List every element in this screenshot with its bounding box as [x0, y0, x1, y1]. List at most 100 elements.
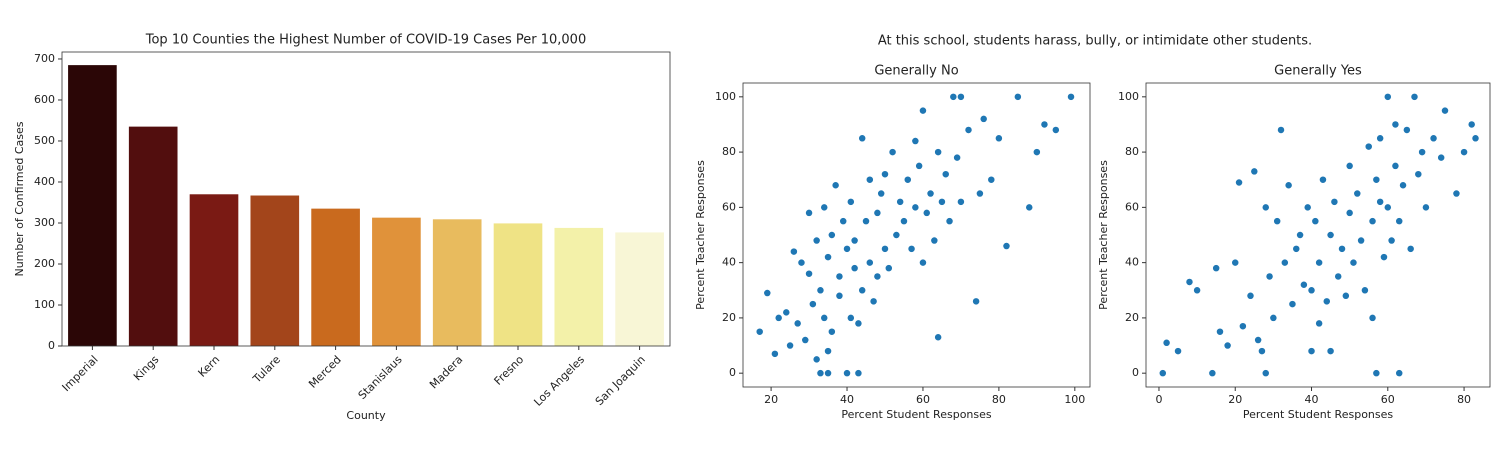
- point: [1429, 134, 1438, 143]
- point: [1032, 148, 1041, 157]
- point: [900, 217, 908, 226]
- point: [1303, 203, 1312, 212]
- point: [1296, 231, 1305, 239]
- point: [1452, 189, 1461, 198]
- point: [1311, 217, 1320, 226]
- point: [911, 137, 920, 145]
- point: [865, 258, 874, 267]
- y-axis-label: Number of Confirmed Cases: [13, 121, 26, 276]
- point: [1257, 347, 1266, 356]
- point: [1345, 161, 1354, 170]
- x-tick-label: 60: [1381, 393, 1395, 406]
- x-axis-label: Percent Student Responses: [841, 408, 992, 421]
- x-tick-label: Madera: [427, 353, 465, 391]
- x-tick-label: Kern: [196, 353, 223, 380]
- point: [1261, 203, 1270, 212]
- point: [869, 297, 878, 306]
- point: [1334, 272, 1343, 281]
- point: [831, 181, 840, 190]
- y-tick-label: 40: [1125, 256, 1139, 269]
- point: [922, 208, 931, 217]
- point: [827, 327, 836, 336]
- point: [1208, 369, 1217, 378]
- point: [994, 134, 1003, 143]
- point: [1319, 175, 1327, 184]
- point: [1467, 120, 1476, 129]
- point: [1231, 258, 1240, 267]
- point: [911, 203, 920, 212]
- point: [797, 258, 806, 267]
- point: [1345, 208, 1354, 217]
- point: [941, 170, 950, 179]
- point: [1277, 126, 1285, 134]
- point: [1040, 120, 1049, 129]
- point: [1341, 291, 1350, 300]
- x-tick-label: 40: [840, 393, 854, 406]
- point: [858, 286, 867, 295]
- point: [953, 153, 962, 162]
- point: [884, 264, 893, 273]
- point: [1246, 291, 1255, 300]
- point: [865, 175, 874, 184]
- point: [843, 369, 851, 378]
- point: [972, 297, 981, 306]
- point: [1368, 313, 1377, 322]
- point: [892, 231, 901, 239]
- point: [1307, 286, 1316, 295]
- point: [824, 253, 832, 262]
- point: [816, 369, 825, 378]
- x-tick-label: Los Angeles: [531, 353, 587, 409]
- point: [1315, 258, 1324, 267]
- y-tick-label: 20: [722, 311, 736, 324]
- point: [1002, 242, 1011, 251]
- point: [774, 313, 783, 322]
- chart-title: Generally No: [874, 64, 958, 79]
- y-tick-label: 600: [34, 93, 55, 106]
- point: [812, 236, 821, 245]
- y-tick-label: 60: [722, 200, 736, 213]
- point: [1299, 280, 1308, 289]
- point: [873, 272, 882, 281]
- point: [1372, 369, 1381, 378]
- bar: [432, 219, 482, 346]
- point: [1383, 92, 1392, 101]
- point: [1349, 258, 1358, 267]
- y-tick-label: 0: [729, 366, 736, 379]
- point: [808, 300, 817, 309]
- point: [1250, 167, 1259, 176]
- point: [1265, 272, 1274, 281]
- point: [1380, 253, 1388, 262]
- chart-title: Generally Yes: [1274, 64, 1362, 79]
- y-tick-label: 400: [34, 175, 55, 188]
- point: [1441, 106, 1449, 115]
- point: [1025, 203, 1034, 212]
- point: [1372, 175, 1381, 184]
- point: [1437, 153, 1446, 162]
- point: [1326, 347, 1335, 356]
- x-tick-label: 80: [992, 393, 1006, 406]
- point: [1395, 217, 1404, 226]
- point: [1414, 170, 1423, 179]
- point: [1067, 92, 1075, 101]
- bar: [493, 223, 543, 346]
- point: [907, 244, 916, 253]
- point: [1223, 341, 1232, 350]
- point: [1460, 148, 1469, 157]
- point: [926, 189, 935, 198]
- point: [919, 106, 927, 115]
- point: [956, 197, 965, 206]
- point: [816, 286, 825, 295]
- point: [1235, 178, 1244, 187]
- y-tick-label: 40: [722, 256, 736, 269]
- point: [1212, 264, 1221, 273]
- point: [1360, 286, 1369, 295]
- point: [1158, 369, 1167, 378]
- figure-title: At this school, students harass, bully, …: [878, 34, 1312, 49]
- plot-frame: [1145, 82, 1491, 388]
- x-tick-label: Tulare: [250, 353, 283, 386]
- point: [854, 369, 863, 378]
- x-tick-label: 100: [1064, 393, 1085, 406]
- point: [1391, 161, 1400, 170]
- point: [1185, 278, 1194, 286]
- y-tick-label: 300: [34, 216, 55, 229]
